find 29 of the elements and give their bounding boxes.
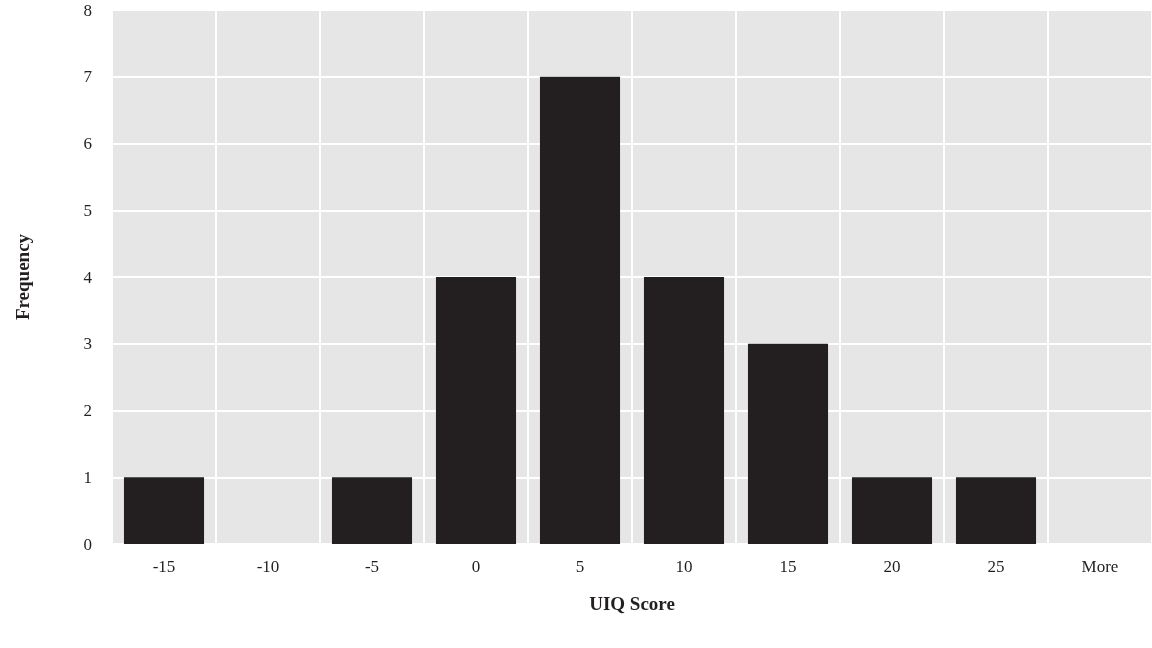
y-tick-label: 3 [83,334,92,354]
bar [747,343,829,544]
x-tick-label: 20 [883,557,901,576]
x-axis-title: UIQ Score [589,593,675,614]
bar [643,277,725,544]
x-tick-label: More [1081,557,1119,576]
x-tick-label: 10 [675,557,693,576]
y-tick-label: 4 [83,267,93,287]
y-tick-label: 5 [83,200,92,220]
x-tick-label: -5 [364,557,380,576]
x-tick-label: 0 [471,557,481,576]
y-tick-label: 1 [83,467,92,487]
y-axis-title: Frequency [12,233,33,321]
bar [331,477,413,544]
bar [851,477,933,544]
x-tick-label: 5 [575,557,585,576]
bar [539,76,621,544]
x-tick-label: 15 [779,557,797,576]
y-tick-label: 7 [83,67,93,87]
bar [435,277,517,544]
bar [955,477,1037,544]
x-tick-label: -15 [152,557,176,576]
bar [123,477,205,544]
x-tick-label: 25 [987,557,1005,576]
y-tick-label: 2 [83,401,92,420]
y-tick-label: 8 [83,0,92,20]
x-tick-label: -10 [256,557,280,576]
y-tick-label: 6 [83,134,92,153]
y-tick-label: 0 [83,534,92,554]
